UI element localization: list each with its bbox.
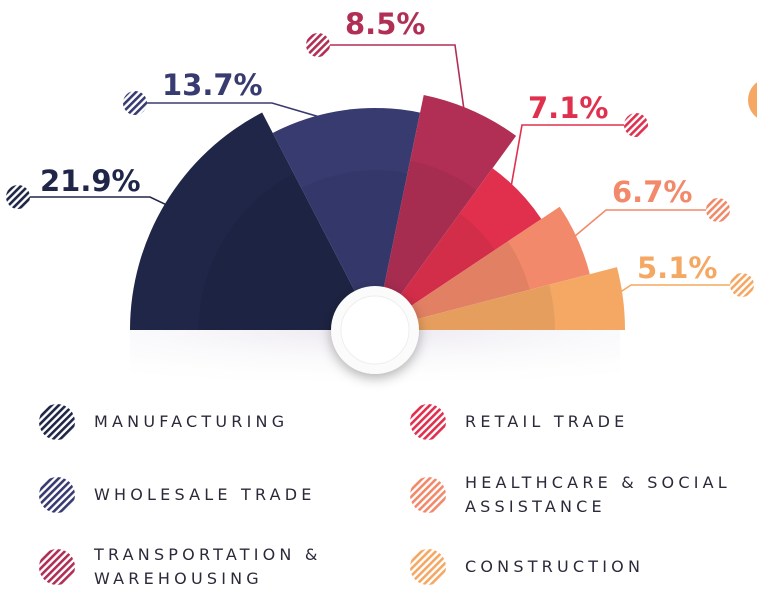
sector (375, 267, 625, 330)
hatch-dot (730, 273, 754, 297)
sector-shade (375, 284, 555, 330)
sector-shade (198, 173, 375, 330)
legend-item: HEALTHCARE & SOCIAL ASSISTANCE (409, 471, 745, 519)
legend-label: RETAIL TRADE (465, 412, 629, 431)
value-label: 7.1% (528, 91, 608, 125)
leader-line (135, 102, 347, 126)
value-label: 8.5% (345, 7, 425, 41)
leader-line (18, 196, 179, 212)
legend-label: TRANSPORTATION & WAREHOUSING (94, 545, 322, 588)
legend-item: WHOLESALE TRADE (38, 471, 344, 519)
hatch-dot (410, 549, 446, 585)
hatch-dot (39, 477, 75, 513)
legend-swatch (410, 477, 446, 513)
hatch-dot (6, 185, 30, 209)
sector (272, 108, 421, 331)
sector (130, 112, 375, 331)
value-label: 6.7% (612, 175, 692, 209)
decoration (748, 82, 757, 118)
hatch-dot (123, 91, 147, 115)
sector-shade (375, 241, 530, 330)
hatch-dot (410, 477, 446, 513)
sectors (130, 94, 625, 331)
leader-line (318, 44, 467, 125)
hatch-dot (306, 33, 330, 57)
hatch-dot (624, 113, 648, 137)
leader-line (607, 284, 742, 301)
hatch-dot (706, 198, 730, 222)
legend-item: RETAIL TRADE (409, 398, 745, 446)
sector-shade (375, 160, 477, 330)
legend-label: CONSTRUCTION (465, 557, 645, 576)
value-label: 21.9% (40, 164, 141, 198)
legend-item: TRANSPORTATION & WAREHOUSING (38, 543, 344, 591)
legend-swatch (410, 549, 446, 585)
legend-swatch (39, 404, 75, 440)
legend-item: CONSTRUCTION (409, 543, 745, 591)
hatch-dot (39, 549, 75, 585)
sector (375, 94, 517, 331)
legend-swatch (39, 477, 75, 513)
legend-swatch (410, 404, 446, 440)
leader-line (507, 124, 636, 202)
legend-label: WHOLESALE TRADE (94, 485, 316, 504)
center-inner (340, 295, 410, 365)
legend-swatch (39, 549, 75, 585)
value-label: 13.7% (162, 68, 263, 102)
legend-label: HEALTHCARE & SOCIAL ASSISTANCE (465, 473, 731, 516)
hatch-dot (410, 404, 446, 440)
sector (375, 206, 590, 330)
legend-label: MANUFACTURING (94, 412, 289, 431)
leader-line (563, 209, 718, 246)
hatch-dot (39, 404, 75, 440)
legend-item: MANUFACTURING (38, 398, 344, 446)
sector (375, 168, 542, 330)
value-label: 5.1% (637, 251, 717, 285)
